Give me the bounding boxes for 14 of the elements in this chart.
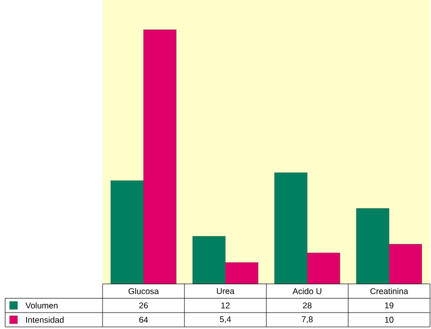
x-tick-label: Glucosa (128, 288, 159, 294)
data-label: 10 (385, 316, 394, 323)
data-label: 12 (221, 302, 230, 308)
x-tick-label: Creatinina (370, 288, 408, 294)
data-label: 19 (385, 302, 394, 308)
data-label: 5,4 (220, 316, 231, 323)
legend-label: Volumen (25, 302, 58, 308)
legend-label: Intensidad (26, 316, 64, 323)
data-label: 7,8 (302, 316, 313, 324)
data-label: 64 (139, 316, 148, 323)
x-tick-label: Urea (216, 288, 234, 294)
data-label: 28 (302, 302, 312, 308)
data-label: 26 (139, 302, 148, 308)
x-tick-label: Acido U (292, 288, 322, 294)
